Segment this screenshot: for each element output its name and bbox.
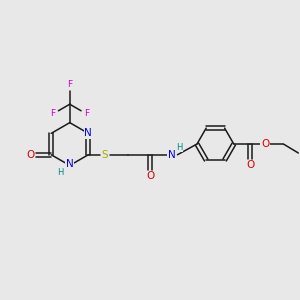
Text: O: O: [261, 139, 269, 149]
Text: O: O: [26, 150, 34, 160]
Text: S: S: [102, 150, 108, 160]
Text: F: F: [67, 80, 72, 89]
Text: F: F: [50, 110, 56, 118]
Text: N: N: [84, 128, 92, 138]
Text: O: O: [246, 160, 254, 170]
Text: N: N: [66, 159, 74, 169]
Text: N: N: [168, 150, 176, 160]
Text: H: H: [57, 168, 64, 177]
Text: F: F: [84, 110, 89, 118]
Text: H: H: [176, 143, 182, 152]
Text: O: O: [146, 172, 154, 182]
